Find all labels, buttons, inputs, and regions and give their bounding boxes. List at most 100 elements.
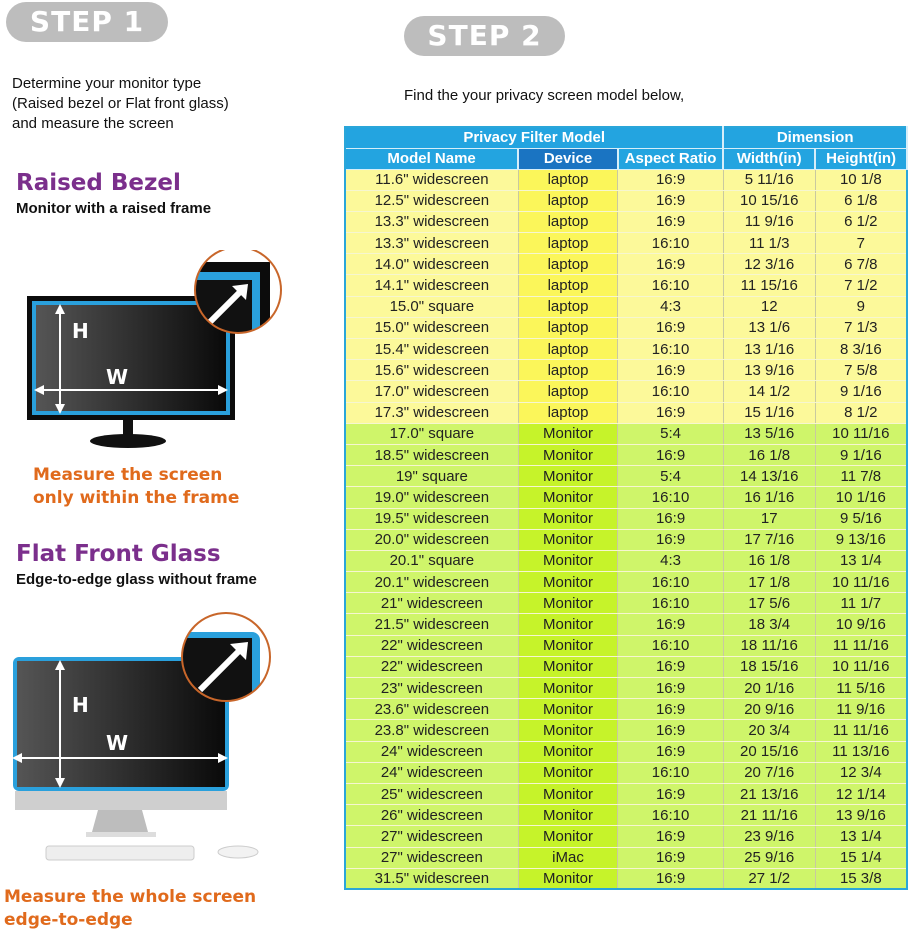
zoom-corner-icon bbox=[195, 250, 281, 333]
table-row: 15.0" widescreen laptop 16:9 13 1/6 7 1/3 bbox=[345, 317, 908, 340]
table-row: 17.0" widescreen laptop 16:10 14 1/2 9 1/16 bbox=[345, 380, 908, 403]
instruction-line: (Raised bezel or Flat front glass) bbox=[12, 95, 229, 112]
flat-front-glass-title: Flat Front Glass bbox=[16, 541, 221, 567]
width-cell: 20 15/16 bbox=[723, 741, 816, 763]
width-cell: 11 1/3 bbox=[723, 232, 816, 255]
device-cell: laptop bbox=[518, 296, 619, 318]
aspect-ratio-cell: 16:9 bbox=[617, 868, 724, 890]
table-row: 27" widescreen iMac 16:9 25 9/16 15 1/4 bbox=[345, 847, 908, 869]
device-cell: laptop bbox=[518, 211, 619, 234]
height-cell: 10 11/16 bbox=[815, 571, 908, 594]
note-line: only within the frame bbox=[33, 488, 240, 508]
height-cell: 13 1/4 bbox=[815, 825, 908, 848]
table-row: 20.1" widescreen Monitor 16:10 17 1/8 10 11/… bbox=[345, 571, 908, 594]
aspect-ratio-cell: 16:10 bbox=[617, 338, 724, 361]
model-name-cell: 15.0" square bbox=[345, 296, 519, 318]
step-1-badge: STEP 1 bbox=[6, 2, 168, 42]
table-row: 18.5" widescreen Monitor 16:9 16 1/8 9 1/16 bbox=[345, 444, 908, 467]
table-row: 26" widescreen Monitor 16:10 21 11/16 13 9/1… bbox=[345, 804, 908, 827]
zoom-corner-icon bbox=[182, 613, 270, 701]
height-cell: 12 3/4 bbox=[815, 762, 908, 784]
height-cell: 9 5/16 bbox=[815, 508, 908, 530]
height-cell: 9 1/16 bbox=[815, 380, 908, 403]
width-cell: 14 13/16 bbox=[723, 465, 816, 488]
aspect-ratio-cell: 16:9 bbox=[617, 677, 724, 700]
device-cell: Monitor bbox=[518, 677, 619, 700]
table-row: 11.6" widescreen laptop 16:9 5 11/16 10 1/8 bbox=[345, 169, 908, 191]
aspect-ratio-cell: 16:9 bbox=[617, 698, 724, 721]
height-cell: 8 3/16 bbox=[815, 338, 908, 361]
table-row: 21.5" widescreen Monitor 16:9 18 3/4 10 9/16 bbox=[345, 613, 908, 636]
model-name-cell: 26" widescreen bbox=[345, 804, 519, 827]
device-cell: Monitor bbox=[518, 550, 619, 573]
table-row: 14.1" widescreen laptop 16:10 11 15/16 7 1/2 bbox=[345, 274, 908, 297]
model-name-cell: 22" widescreen bbox=[345, 635, 519, 657]
aspect-ratio-cell: 16:9 bbox=[617, 402, 724, 424]
width-cell: 15 1/16 bbox=[723, 402, 816, 424]
model-name-cell: 31.5" widescreen bbox=[345, 868, 519, 890]
height-cell: 15 3/8 bbox=[815, 868, 908, 890]
model-name-cell: 19.5" widescreen bbox=[345, 508, 519, 530]
model-name-cell: 18.5" widescreen bbox=[345, 444, 519, 467]
aspect-ratio-cell: 16:10 bbox=[617, 804, 724, 827]
aspect-ratio-cell: 16:9 bbox=[617, 656, 724, 679]
instruction-line: Determine your monitor type bbox=[12, 75, 202, 92]
device-cell: Monitor bbox=[518, 804, 619, 827]
table-row: 19" square Monitor 5:4 14 13/16 11 7/8 bbox=[345, 465, 908, 488]
device-cell: Monitor bbox=[518, 868, 619, 890]
height-cell: 11 9/16 bbox=[815, 698, 908, 721]
width-cell: 13 1/6 bbox=[723, 317, 816, 340]
table-row: 19.5" widescreen Monitor 16:9 17 9 5/16 bbox=[345, 508, 908, 530]
device-cell: Monitor bbox=[518, 486, 619, 509]
height-cell: 11 11/16 bbox=[815, 635, 908, 657]
model-name-cell: 13.3" widescreen bbox=[345, 211, 519, 234]
model-name-cell: 15.6" widescreen bbox=[345, 359, 519, 382]
aspect-ratio-cell: 16:9 bbox=[617, 508, 724, 530]
width-cell: 27 1/2 bbox=[723, 868, 816, 890]
device-cell: laptop bbox=[518, 402, 619, 424]
height-cell: 6 1/2 bbox=[815, 211, 908, 234]
device-cell: Monitor bbox=[518, 762, 619, 784]
model-name-cell: 23.8" widescreen bbox=[345, 719, 519, 742]
height-cell: 13 1/4 bbox=[815, 550, 908, 573]
device-cell: laptop bbox=[518, 190, 619, 212]
table-row: 22" widescreen Monitor 16:9 18 15/16 10 11/1… bbox=[345, 656, 908, 679]
device-cell: iMac bbox=[518, 847, 619, 869]
height-cell: 12 1/14 bbox=[815, 783, 908, 806]
column-header: Height(in) bbox=[815, 148, 908, 170]
model-name-cell: 23" widescreen bbox=[345, 677, 519, 700]
device-cell: Monitor bbox=[518, 719, 619, 742]
table-row: 17.3" widescreen laptop 16:9 15 1/16 8 1/2 bbox=[345, 402, 908, 424]
height-cell: 6 7/8 bbox=[815, 253, 908, 276]
aspect-ratio-cell: 16:9 bbox=[617, 211, 724, 234]
column-header: Aspect Ratio bbox=[617, 148, 725, 170]
width-cell: 20 7/16 bbox=[723, 762, 816, 784]
width-cell: 16 1/8 bbox=[723, 444, 816, 467]
table-row: 17.0" square Monitor 5:4 13 5/16 10 11/16 bbox=[345, 423, 908, 445]
table-row: 31.5" widescreen Monitor 16:9 27 1/2 15 3/8 bbox=[345, 868, 908, 890]
flat-glass-note: Measure the whole screen edge-to-edge bbox=[4, 886, 256, 932]
table-row: 13.3" widescreen laptop 16:9 11 9/16 6 1/2 bbox=[345, 211, 908, 234]
height-cell: 10 11/16 bbox=[815, 423, 908, 445]
group-header-model: Privacy Filter Model bbox=[345, 127, 725, 149]
aspect-ratio-cell: 16:9 bbox=[617, 529, 724, 551]
aspect-ratio-cell: 4:3 bbox=[617, 550, 724, 573]
model-name-cell: 17.3" widescreen bbox=[345, 402, 519, 424]
width-cell: 21 11/16 bbox=[723, 804, 816, 827]
width-cell: 17 bbox=[723, 508, 816, 530]
height-cell: 7 5/8 bbox=[815, 359, 908, 382]
aspect-ratio-cell: 4:3 bbox=[617, 296, 724, 318]
model-name-cell: 17.0" square bbox=[345, 423, 519, 445]
table-row: 20.0" widescreen Monitor 16:9 17 7/16 9 13/1… bbox=[345, 529, 908, 551]
aspect-ratio-cell: 16:9 bbox=[617, 317, 724, 340]
aspect-ratio-cell: 16:9 bbox=[617, 253, 724, 276]
width-cell: 11 15/16 bbox=[723, 274, 816, 297]
aspect-ratio-cell: 16:9 bbox=[617, 359, 724, 382]
table-row: 22" widescreen Monitor 16:10 18 11/16 11 11/… bbox=[345, 635, 908, 657]
model-name-cell: 27" widescreen bbox=[345, 825, 519, 848]
privacy-filter-size-table: Privacy Filter Model Dimension Model Nam… bbox=[344, 126, 908, 891]
width-cell: 17 7/16 bbox=[723, 529, 816, 551]
height-cell: 9 1/16 bbox=[815, 444, 908, 467]
note-line: edge-to-edge bbox=[4, 910, 133, 930]
device-cell: Monitor bbox=[518, 698, 619, 721]
